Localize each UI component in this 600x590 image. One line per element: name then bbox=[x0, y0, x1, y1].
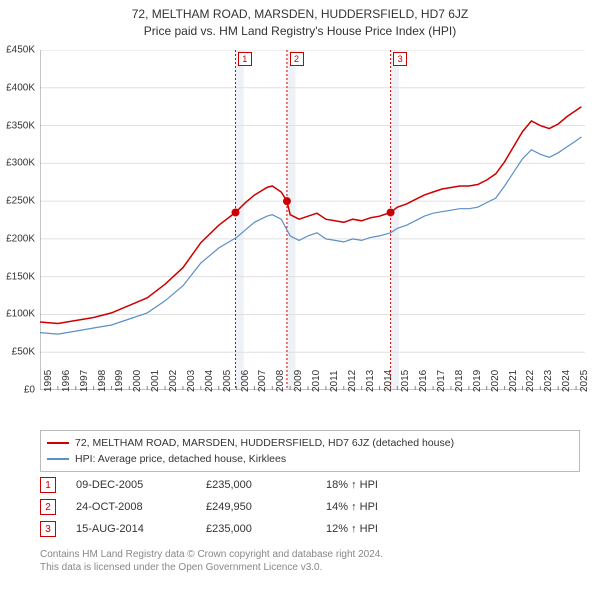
tx-price: £235,000 bbox=[206, 523, 326, 535]
tx-badge: 2 bbox=[40, 499, 56, 515]
y-axis-label: £100K bbox=[6, 309, 35, 320]
y-axis-label: £300K bbox=[6, 158, 35, 169]
x-axis-label: 2003 bbox=[186, 370, 197, 392]
legend-swatch-property bbox=[47, 442, 69, 444]
tx-price: £249,950 bbox=[206, 501, 326, 513]
x-axis-label: 2002 bbox=[168, 370, 179, 392]
transactions-table: 1 09-DEC-2005 £235,000 18% ↑ HPI 2 24-OC… bbox=[40, 474, 580, 540]
title-line2: Price paid vs. HM Land Registry's House … bbox=[0, 23, 600, 40]
x-axis-label: 2004 bbox=[204, 370, 215, 392]
x-axis-label: 2009 bbox=[293, 370, 304, 392]
legend-row-property: 72, MELTHAM ROAD, MARSDEN, HUDDERSFIELD,… bbox=[47, 435, 573, 451]
y-axis-label: £400K bbox=[6, 82, 35, 93]
x-axis-label: 2014 bbox=[383, 370, 394, 392]
chart-marker-badge: 3 bbox=[393, 52, 407, 66]
x-axis-label: 2000 bbox=[132, 370, 143, 392]
tx-badge: 3 bbox=[40, 521, 56, 537]
footer: Contains HM Land Registry data © Crown c… bbox=[40, 548, 383, 574]
x-axis-label: 2019 bbox=[472, 370, 483, 392]
tx-date: 15-AUG-2014 bbox=[76, 523, 206, 535]
legend-label-hpi: HPI: Average price, detached house, Kirk… bbox=[75, 453, 286, 465]
footer-line1: Contains HM Land Registry data © Crown c… bbox=[40, 548, 383, 561]
y-axis-label: £150K bbox=[6, 271, 35, 282]
x-axis-label: 1996 bbox=[61, 370, 72, 392]
x-axis-label: 2005 bbox=[222, 370, 233, 392]
x-axis-label: 2015 bbox=[400, 370, 411, 392]
y-axis-label: £450K bbox=[6, 45, 35, 56]
x-axis-label: 2007 bbox=[257, 370, 268, 392]
tx-date: 24-OCT-2008 bbox=[76, 501, 206, 513]
x-axis-label: 2006 bbox=[240, 370, 251, 392]
y-axis-label: £350K bbox=[6, 120, 35, 131]
x-axis-label: 1999 bbox=[114, 370, 125, 392]
x-axis-label: 1998 bbox=[97, 370, 108, 392]
footer-line2: This data is licensed under the Open Gov… bbox=[40, 561, 383, 574]
legend-row-hpi: HPI: Average price, detached house, Kirk… bbox=[47, 451, 573, 467]
chart-area: £0£50K£100K£150K£200K£250K£300K£350K£400… bbox=[40, 50, 585, 390]
tx-date: 09-DEC-2005 bbox=[76, 479, 206, 491]
tx-badge: 1 bbox=[40, 477, 56, 493]
title-line1: 72, MELTHAM ROAD, MARSDEN, HUDDERSFIELD,… bbox=[0, 6, 600, 23]
x-axis-label: 2020 bbox=[490, 370, 501, 392]
tx-pct: 12% ↑ HPI bbox=[326, 523, 456, 535]
y-axis-label: £0 bbox=[24, 385, 35, 396]
legend-swatch-hpi bbox=[47, 458, 69, 460]
chart-marker-badge: 2 bbox=[290, 52, 304, 66]
x-axis-label: 2008 bbox=[275, 370, 286, 392]
table-row: 1 09-DEC-2005 £235,000 18% ↑ HPI bbox=[40, 474, 580, 496]
chart-marker-badge: 1 bbox=[238, 52, 252, 66]
x-axis-label: 2022 bbox=[525, 370, 536, 392]
table-row: 2 24-OCT-2008 £249,950 14% ↑ HPI bbox=[40, 496, 580, 518]
tx-pct: 14% ↑ HPI bbox=[326, 501, 456, 513]
chart-container: 72, MELTHAM ROAD, MARSDEN, HUDDERSFIELD,… bbox=[0, 0, 600, 590]
x-axis-label: 2010 bbox=[311, 370, 322, 392]
title-block: 72, MELTHAM ROAD, MARSDEN, HUDDERSFIELD,… bbox=[0, 0, 600, 40]
tx-price: £235,000 bbox=[206, 479, 326, 491]
x-axis-label: 2023 bbox=[543, 370, 554, 392]
legend-label-property: 72, MELTHAM ROAD, MARSDEN, HUDDERSFIELD,… bbox=[75, 437, 454, 449]
y-axis-label: £50K bbox=[12, 347, 35, 358]
x-axis-label: 1995 bbox=[43, 370, 54, 392]
x-axis-label: 2011 bbox=[329, 370, 340, 392]
x-axis-label: 2001 bbox=[150, 370, 161, 392]
x-axis-label: 2016 bbox=[418, 370, 429, 392]
legend-box: 72, MELTHAM ROAD, MARSDEN, HUDDERSFIELD,… bbox=[40, 430, 580, 472]
x-axis-label: 2012 bbox=[347, 370, 358, 392]
x-axis-label: 2025 bbox=[579, 370, 590, 392]
x-axis-label: 2018 bbox=[454, 370, 465, 392]
x-axis-label: 2013 bbox=[365, 370, 376, 392]
chart-svg bbox=[40, 50, 585, 390]
x-axis-label: 1997 bbox=[79, 370, 90, 392]
y-axis-label: £250K bbox=[6, 196, 35, 207]
table-row: 3 15-AUG-2014 £235,000 12% ↑ HPI bbox=[40, 518, 580, 540]
x-axis-label: 2021 bbox=[508, 370, 519, 392]
x-axis-label: 2024 bbox=[561, 370, 572, 392]
x-axis-label: 2017 bbox=[436, 370, 447, 392]
tx-pct: 18% ↑ HPI bbox=[326, 479, 456, 491]
y-axis-label: £200K bbox=[6, 233, 35, 244]
